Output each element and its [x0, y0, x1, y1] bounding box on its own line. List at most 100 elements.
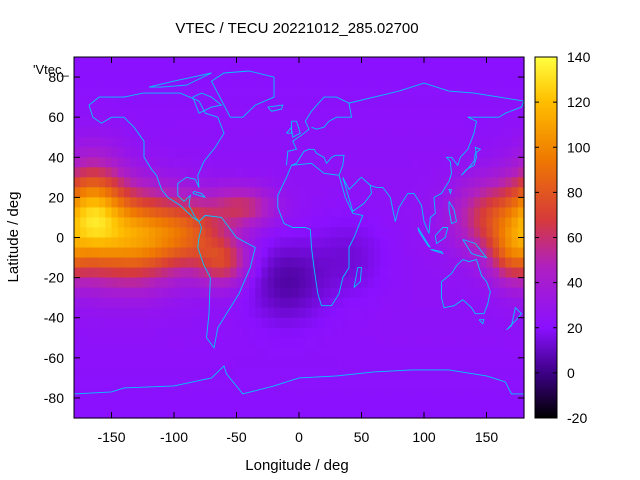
heatmap-cell: [242, 307, 250, 319]
heatmap-cell: [311, 207, 319, 219]
heatmap-cell: [436, 77, 444, 88]
heatmap-cell: [367, 287, 375, 299]
heatmap-cell: [242, 177, 250, 188]
heatmap-cell: [130, 277, 138, 289]
heatmap-cell: [355, 347, 363, 359]
heatmap-cell: [467, 237, 475, 249]
heatmap-cell: [99, 137, 106, 148]
heatmap-cell: [392, 397, 400, 409]
heatmap-cell: [117, 397, 125, 409]
heatmap-cell: [492, 67, 500, 78]
heatmap-cell: [136, 97, 144, 108]
heatmap-cell: [386, 157, 394, 168]
heatmap-cell: [299, 327, 306, 339]
heatmap-cell: [255, 317, 263, 329]
heatmap-cell: [461, 127, 469, 138]
heatmap-cell: [117, 267, 125, 279]
heatmap-cell: [355, 317, 363, 329]
heatmap-cell: [155, 227, 163, 239]
heatmap-cell: [74, 57, 81, 68]
heatmap-cell: [299, 357, 306, 369]
heatmap-cell: [355, 147, 363, 158]
heatmap-cell: [317, 357, 325, 369]
heatmap-cell: [242, 137, 250, 148]
heatmap-cell: [361, 277, 369, 289]
heatmap-cell: [480, 357, 488, 369]
heatmap-cell: [480, 197, 488, 209]
coastline-path: [73, 365, 524, 395]
heatmap-cell: [511, 297, 519, 309]
heatmap-cell: [436, 407, 444, 419]
heatmap-cell: [267, 247, 275, 259]
heatmap-cell: [424, 307, 431, 319]
heatmap-cell: [74, 107, 81, 118]
heatmap-cell: [167, 367, 175, 379]
heatmap-cell: [449, 197, 456, 209]
heatmap-cell: [392, 217, 400, 229]
heatmap-cell: [186, 57, 194, 68]
heatmap-cell: [517, 387, 525, 399]
heatmap-cell: [424, 137, 431, 148]
heatmap-cell: [324, 387, 331, 399]
heatmap-cell: [230, 117, 238, 128]
heatmap-cell: [149, 107, 156, 118]
heatmap-cell: [236, 277, 244, 289]
heatmap-cell: [480, 187, 488, 198]
heatmap-cell: [430, 167, 438, 178]
heatmap-cell: [417, 157, 425, 168]
heatmap-cell: [186, 177, 194, 188]
heatmap-cell: [267, 317, 275, 329]
heatmap-cell: [480, 237, 488, 249]
heatmap-cell: [211, 347, 219, 359]
heatmap-cell: [99, 107, 106, 118]
heatmap-cell: [274, 207, 281, 219]
heatmap-cell: [174, 57, 181, 68]
heatmap-cell: [367, 407, 375, 419]
heatmap-cell: [492, 127, 500, 138]
heatmap-cell: [224, 77, 231, 88]
heatmap-cell: [374, 327, 381, 339]
heatmap-cell: [392, 247, 400, 259]
heatmap-cell: [249, 247, 256, 259]
heatmap-cell: [405, 77, 413, 88]
heatmap-cell: [99, 257, 106, 269]
heatmap-cell: [305, 207, 313, 219]
heatmap-cell: [80, 277, 88, 289]
heatmap-cell: [217, 307, 225, 319]
heatmap-cell: [386, 297, 394, 309]
heatmap-cell: [192, 97, 200, 108]
heatmap-cell: [305, 197, 313, 209]
heatmap-cell: [424, 347, 431, 359]
heatmap-cell: [80, 237, 88, 249]
heatmap-cell: [336, 137, 344, 148]
heatmap-cell: [417, 57, 425, 68]
heatmap-cell: [199, 367, 206, 379]
heatmap-cell: [374, 397, 381, 409]
heatmap-cell: [405, 197, 413, 209]
heatmap-cell: [442, 157, 450, 168]
heatmap-cell: [286, 107, 294, 118]
heatmap-cell: [92, 77, 100, 88]
heatmap-cell: [392, 227, 400, 239]
heatmap-cell: [474, 67, 481, 78]
heatmap-cell: [130, 267, 138, 279]
heatmap-cell: [292, 277, 300, 289]
heatmap-cell: [386, 97, 394, 108]
heatmap-cell: [317, 127, 325, 138]
heatmap-cell: [299, 347, 306, 359]
heatmap-cell: [205, 377, 213, 389]
heatmap-cell: [511, 287, 519, 299]
heatmap-cell: [349, 277, 356, 289]
heatmap-cell: [399, 147, 406, 158]
heatmap-cell: [405, 317, 413, 329]
heatmap-cell: [180, 177, 188, 188]
heatmap-cell: [455, 227, 463, 239]
heatmap-cell: [292, 177, 300, 188]
heatmap-cell: [261, 177, 269, 188]
heatmap-cell: [242, 217, 250, 229]
heatmap-cell: [149, 137, 156, 148]
heatmap-cell: [292, 327, 300, 339]
heatmap-cell: [286, 377, 294, 389]
heatmap-cell: [111, 267, 119, 279]
